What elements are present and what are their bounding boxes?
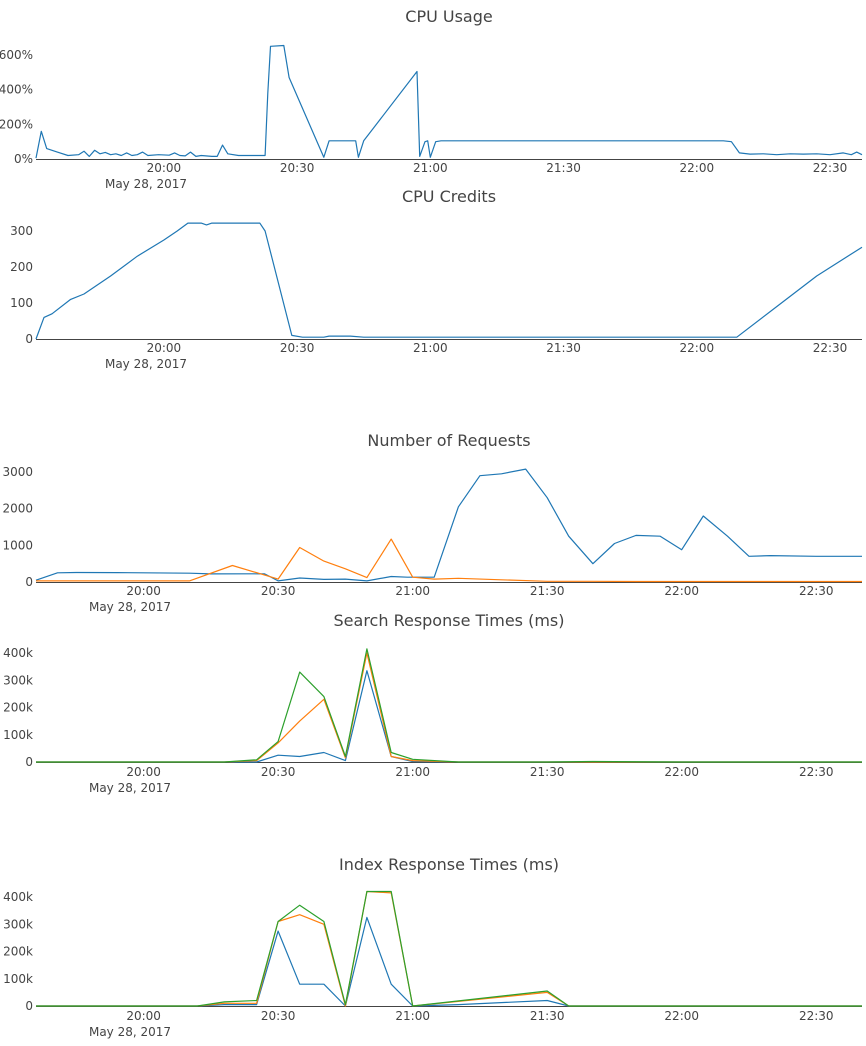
y-tick-label: 2000 [2, 502, 33, 516]
y-tick-label: 400k [3, 646, 33, 660]
date-label: May 28, 2017 [105, 177, 187, 191]
series-line-index-c [36, 890, 862, 1007]
x-tick-label: 20:30 [261, 765, 296, 779]
x-tick-label: 21:30 [546, 161, 581, 175]
x-tick-label: 22:00 [664, 584, 699, 598]
number-of-requests-chart: Number of Requests 0 1000 2000 3000 20:00 20:… [2, 431, 862, 614]
y-tick-label: 100k [3, 728, 33, 742]
x-tick-label: 22:00 [664, 765, 699, 779]
x-tick-label: 22:00 [664, 1009, 699, 1023]
series-line-credits [35, 222, 863, 340]
x-tick-label: 21:30 [530, 765, 565, 779]
y-tick-label: 0 [25, 999, 33, 1013]
x-tick-label: 21:00 [413, 341, 448, 355]
index-response-times-chart: Index Response Times (ms) 0 100k 200k 300k 4… [3, 855, 862, 1039]
y-tick-label: 400% [0, 83, 33, 97]
x-tick-label: 20:00 [126, 1009, 161, 1023]
x-tick-label: 21:30 [546, 341, 581, 355]
y-tick-label: 200% [0, 117, 33, 131]
y-tick-label: 300 [10, 224, 33, 238]
series-line-requests-a [35, 468, 862, 582]
x-tick-label: 21:30 [530, 584, 565, 598]
y-tick-label: 0% [14, 152, 33, 166]
series-line-search-a [36, 670, 862, 763]
series-line-index-b [36, 890, 862, 1007]
x-tick-label: 20:00 [147, 341, 182, 355]
x-tick-label: 22:30 [799, 765, 834, 779]
x-tick-label: 21:00 [395, 584, 430, 598]
y-tick-label: 600% [0, 48, 33, 62]
x-tick-label: 22:30 [813, 161, 848, 175]
y-tick-label: 200k [3, 945, 33, 959]
x-tick-label: 21:00 [395, 765, 430, 779]
y-tick-label: 1000 [2, 538, 33, 552]
y-tick-label: 100 [10, 296, 33, 310]
series-line-cpu [35, 44, 863, 159]
y-tick-label: 200 [10, 260, 33, 274]
x-tick-label: 22:30 [799, 1009, 834, 1023]
date-label: May 28, 2017 [89, 781, 171, 795]
y-tick-label: 0 [25, 755, 33, 769]
x-tick-label: 20:00 [147, 161, 182, 175]
chart-title: CPU Usage [405, 7, 492, 26]
y-tick-label: 3000 [2, 465, 33, 479]
cpu-credits-chart: CPU Credits 0 100 200 300 20:00 20:30 21:00 21:… [10, 187, 863, 371]
x-tick-label: 20:30 [280, 161, 315, 175]
x-tick-label: 20:30 [261, 1009, 296, 1023]
chart-title: CPU Credits [402, 187, 496, 206]
date-label: May 28, 2017 [105, 357, 187, 371]
chart-title: Number of Requests [367, 431, 530, 450]
chart-title: Search Response Times (ms) [334, 611, 565, 630]
x-tick-label: 20:30 [261, 584, 296, 598]
cpu-usage-chart: CPU Usage 0% 200% 400% 600% 20:00 20:30 21:00 2… [0, 7, 863, 191]
chart-title: Index Response Times (ms) [339, 855, 559, 874]
y-tick-label: 300k [3, 673, 33, 687]
x-tick-label: 22:30 [813, 341, 848, 355]
date-label: May 28, 2017 [89, 1025, 171, 1039]
x-tick-label: 22:00 [680, 161, 715, 175]
series-line-index-a [36, 916, 862, 1007]
series-line-requests-b [36, 538, 862, 583]
x-tick-label: 20:30 [280, 341, 315, 355]
y-tick-label: 300k [3, 917, 33, 931]
x-tick-label: 21:00 [413, 161, 448, 175]
y-tick-label: 0 [25, 575, 33, 589]
series-line-search-c [36, 648, 862, 763]
x-tick-label: 20:00 [126, 765, 161, 779]
x-tick-label: 21:30 [530, 1009, 565, 1023]
series-line-search-b [36, 652, 862, 763]
y-tick-label: 200k [3, 701, 33, 715]
x-tick-label: 22:30 [799, 584, 834, 598]
x-tick-label: 20:00 [126, 584, 161, 598]
date-label: May 28, 2017 [89, 600, 171, 614]
y-tick-label: 0 [25, 332, 33, 346]
y-tick-label: 400k [3, 890, 33, 904]
x-tick-label: 22:00 [680, 341, 715, 355]
y-tick-label: 100k [3, 972, 33, 986]
search-response-times-chart: Search Response Times (ms) 0 100k 200k 300k… [3, 611, 862, 795]
x-tick-label: 21:00 [395, 1009, 430, 1023]
